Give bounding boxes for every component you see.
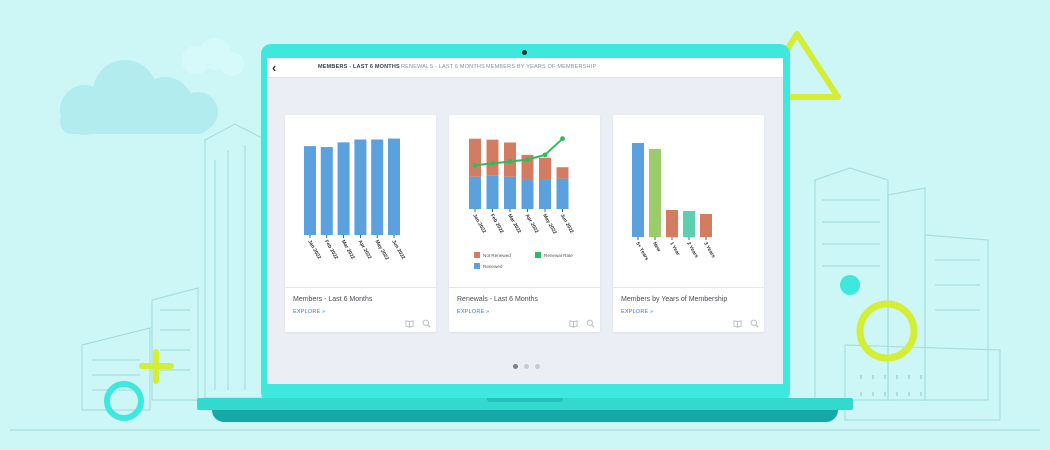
line-point[interactable] [560, 136, 565, 142]
legend-label: Renewed [483, 264, 503, 269]
plus-decoration [139, 349, 174, 384]
zoom-icon[interactable] [750, 319, 759, 328]
legend-swatch [535, 252, 541, 258]
bar[interactable] [354, 139, 367, 235]
pagination-dot[interactable] [535, 364, 540, 369]
x-tick-label: 3 Years [702, 241, 716, 259]
laptop-notch [487, 398, 563, 402]
tab-members-by-years[interactable]: MEMBERS BY YEARS OF MEMBERSHIP [486, 64, 597, 70]
legend-label: Not Renewed [483, 253, 511, 258]
back-arrow-icon[interactable]: ‹ [272, 60, 277, 75]
x-tick-label: May 2022 [373, 239, 389, 261]
x-tick-label: May 2022 [541, 213, 557, 235]
x-tick-label: 1 Year [668, 241, 681, 257]
pagination-dots [513, 364, 543, 370]
bar-renewed[interactable] [539, 179, 551, 209]
line-point[interactable] [490, 161, 495, 166]
zoom-icon[interactable] [586, 319, 595, 328]
x-tick-label: Apr 2022 [524, 213, 540, 234]
cloud-small-decoration [182, 38, 244, 76]
bar-not-renewed[interactable] [556, 167, 569, 179]
legend-label: Renewal Rate [544, 253, 573, 258]
pagination-dot[interactable] [513, 364, 518, 369]
x-tick-label: Feb 2022 [489, 213, 505, 235]
x-tick-label: Mar 2022 [340, 239, 356, 261]
bar-renewed[interactable] [469, 176, 481, 209]
explore-link[interactable]: EXPLORE » [457, 309, 490, 315]
bar[interactable] [683, 211, 695, 237]
book-icon[interactable] [733, 319, 742, 328]
renewals-stacked-chart: Jan 2022 Feb 2022 Mar 2022 Apr 2022 May 2022… [469, 136, 575, 269]
years-bar-chart: 5+ Years New 1 Year 2 Years 3 Years [632, 143, 716, 262]
tab-members-last-6-months[interactable]: MEMBERS - LAST 6 MONTHS [318, 64, 400, 70]
bar-not-renewed[interactable] [486, 139, 499, 176]
card-renewals-last-6-months[interactable]: Jan 2022 Feb 2022 Mar 2022 Apr 2022 May 2022… [449, 115, 600, 332]
laptop-base [197, 398, 853, 410]
renewal-rate-line [474, 137, 564, 167]
line-point[interactable] [507, 159, 513, 164]
bar[interactable] [649, 149, 661, 237]
cloud-decoration [60, 60, 218, 135]
bar[interactable] [371, 139, 384, 235]
card-members-by-years[interactable]: 5+ Years New 1 Year 2 Years 3 Years Members … [613, 115, 764, 332]
bar-not-renewed[interactable] [539, 157, 551, 180]
pagination-dot[interactable] [524, 364, 529, 369]
card-title: Members by Years of Membership [621, 296, 728, 303]
legend-swatch [474, 263, 480, 269]
members-bar-chart: Jan 2022 Feb 2022 Mar 2022 Apr 2022 May 2022… [304, 138, 406, 261]
bar-renewed[interactable] [486, 175, 499, 209]
tab-renewals-last-6-months[interactable]: RENEWALS - LAST 6 MONTHS [401, 64, 485, 70]
line-point[interactable] [542, 152, 548, 158]
card-title: Renewals - Last 6 Months [457, 296, 538, 303]
dot-decoration-cyan [840, 275, 860, 295]
x-tick-label: Feb 2022 [323, 239, 339, 261]
bar[interactable] [320, 147, 333, 235]
laptop-base-bottom [212, 410, 838, 422]
x-tick-label: Mar 2022 [506, 213, 522, 235]
x-tick-label: New [651, 241, 661, 253]
book-icon[interactable] [405, 319, 414, 328]
card-members-last-6-months[interactable]: Jan 2022 Feb 2022 Mar 2022 Apr 2022 May 2022… [285, 115, 436, 332]
laptop-screen: ‹ MEMBERS - LAST 6 MONTHS RENEWALS - LAS… [267, 58, 783, 384]
building-outlines-right [814, 167, 1001, 421]
card-footer: Members - Last 6 Months EXPLORE » [285, 287, 436, 332]
line-point[interactable] [525, 157, 530, 162]
bar[interactable] [388, 138, 400, 235]
card-footer: Renewals - Last 6 Months EXPLORE » [449, 287, 600, 332]
webcam-dot [522, 50, 527, 55]
bar[interactable] [304, 146, 316, 235]
bar[interactable] [337, 142, 350, 235]
explore-link[interactable]: EXPLORE » [293, 309, 326, 315]
bar[interactable] [700, 214, 712, 237]
x-tick-label: Jun 2022 [559, 213, 575, 235]
zoom-icon[interactable] [422, 319, 431, 328]
x-tick-label: Jan 2022 [306, 239, 322, 260]
bar-renewed[interactable] [521, 179, 534, 209]
x-tick-label: Apr 2022 [357, 239, 373, 260]
line-point[interactable] [472, 162, 478, 168]
bar-renewed[interactable] [556, 178, 569, 209]
x-tick-label: Jun 2022 [390, 239, 406, 261]
dashboard-topbar: ‹ MEMBERS - LAST 6 MONTHS RENEWALS - LAS… [267, 58, 783, 78]
x-tick-label: 2 Years [685, 241, 699, 259]
card-footer: Members by Years of Membership EXPLORE » [613, 287, 764, 332]
ring-decoration-large [856, 300, 918, 362]
bar-not-renewed[interactable] [521, 154, 534, 180]
bar-not-renewed[interactable] [469, 138, 481, 177]
legend-swatch [474, 252, 480, 258]
building-dots [860, 375, 922, 396]
bar[interactable] [632, 143, 644, 237]
x-tick-label: Jan 2022 [471, 213, 487, 234]
bar[interactable] [666, 210, 678, 237]
explore-link[interactable]: EXPLORE » [621, 309, 654, 315]
card-title: Members - Last 6 Months [293, 296, 373, 303]
bar-renewed[interactable] [504, 176, 516, 209]
ring-decoration-cyan [104, 381, 144, 421]
x-tick-label: 5+ Years [634, 241, 649, 262]
book-icon[interactable] [569, 319, 578, 328]
